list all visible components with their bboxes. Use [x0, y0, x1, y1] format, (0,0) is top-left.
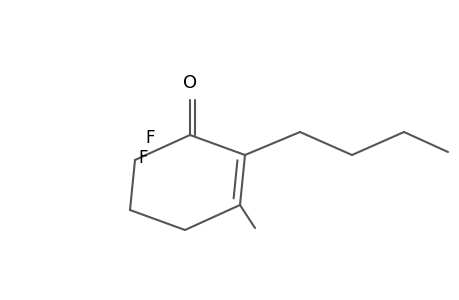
Text: F: F [138, 149, 148, 167]
Text: F: F [145, 129, 155, 147]
Text: O: O [183, 74, 196, 92]
